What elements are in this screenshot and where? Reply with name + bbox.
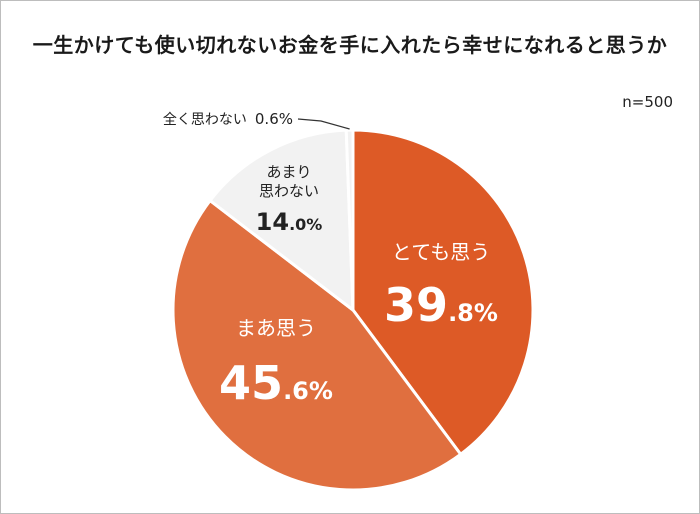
pie-slice-3: [344, 128, 355, 312]
slice-label-3: 全く思わない 0.6%: [163, 110, 293, 128]
chart-title: 一生かけても使い切れないお金を手に入れたら幸せになれると思うか: [32, 33, 668, 57]
slice-value-0: 39.8%: [384, 278, 498, 332]
pie-slice-1: [171, 199, 463, 492]
slice-label-1: まあ思う: [236, 316, 316, 340]
slice-label-0: とても思う: [392, 240, 490, 264]
pie-slice-0: [351, 128, 535, 456]
pie-slice-2: [208, 128, 355, 312]
sample-size: n=500: [622, 93, 673, 111]
leader-line-3: [297, 118, 350, 130]
slice-label-2: あまり思わない: [259, 163, 319, 200]
slice-value-2: 14.0%: [256, 208, 323, 236]
slice-value-1: 45.6%: [219, 356, 333, 410]
